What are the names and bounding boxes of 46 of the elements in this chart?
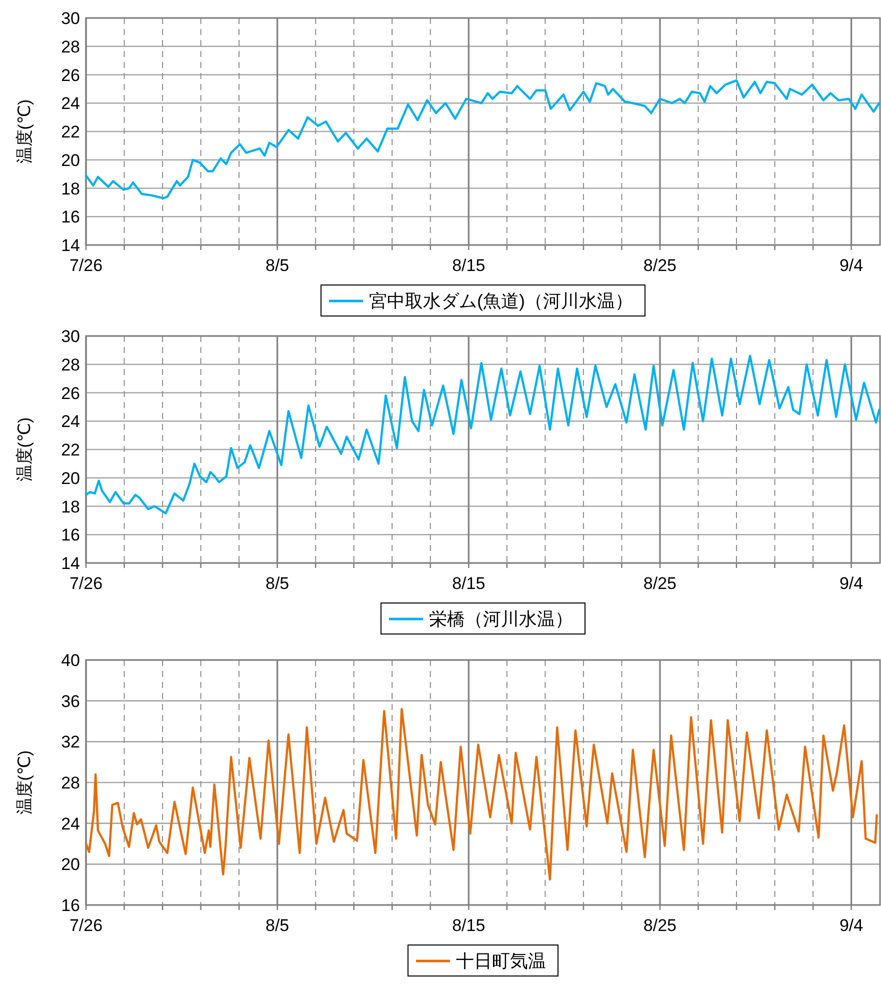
y-tick-label: 14 (61, 554, 80, 573)
x-tick-label: 8/25 (643, 574, 677, 593)
y-tick-label: 20 (61, 468, 80, 488)
x-tick-label: 9/4 (839, 256, 864, 275)
y-tick-label: 28 (61, 774, 80, 792)
y-tick-label: 20 (61, 855, 80, 874)
y-tick-label: 14 (61, 236, 80, 255)
x-tick-label: 8/5 (266, 574, 290, 593)
x-tick-label: 7/26 (69, 916, 103, 935)
y-tick-label: 16 (61, 896, 80, 915)
legend-label: 十日町気温 (456, 951, 546, 971)
legend-label: 栄橋（河川水温） (429, 609, 573, 629)
x-tick-label: 7/26 (69, 574, 103, 593)
y-tick-label: 26 (61, 66, 80, 85)
x-tick-label: 8/15 (452, 574, 486, 593)
y-tick-label: 28 (61, 37, 80, 56)
y-axis-title: 温度(℃) (15, 750, 34, 815)
y-tick-label: 36 (61, 692, 80, 711)
y-tick-label: 18 (61, 179, 80, 198)
x-tick-label: 8/15 (452, 256, 486, 275)
y-tick-label: 30 (61, 9, 80, 28)
legend-label: 宮中取水ダム(魚道)（河川水温） (369, 291, 633, 311)
x-tick-label: 7/26 (69, 256, 103, 275)
x-tick-label: 8/15 (452, 916, 486, 935)
y-tick-label: 22 (61, 122, 80, 142)
y-tick-label: 24 (61, 94, 80, 114)
x-tick-label: 9/4 (839, 916, 864, 935)
y-tick-label: 32 (61, 732, 80, 752)
y-tick-label: 16 (61, 208, 80, 227)
x-tick-label: 8/5 (266, 916, 290, 935)
y-axis-title: 温度(℃) (15, 99, 34, 164)
y-tick-label: 26 (61, 384, 80, 403)
y-tick-label: 40 (61, 651, 80, 670)
x-tick-label: 8/25 (643, 256, 677, 275)
y-tick-label: 24 (61, 814, 80, 834)
x-tick-label: 9/4 (839, 574, 864, 593)
x-tick-label: 8/25 (643, 916, 677, 935)
y-tick-label: 22 (61, 440, 80, 460)
x-tick-label: 8/5 (266, 256, 290, 275)
y-tick-label: 18 (61, 497, 80, 516)
y-tick-label: 28 (61, 355, 80, 374)
y-tick-label: 30 (61, 327, 80, 346)
y-tick-label: 24 (61, 412, 80, 432)
y-tick-label: 16 (61, 526, 80, 545)
y-tick-label: 20 (61, 150, 80, 170)
y-axis-title: 温度(℃) (15, 417, 34, 482)
